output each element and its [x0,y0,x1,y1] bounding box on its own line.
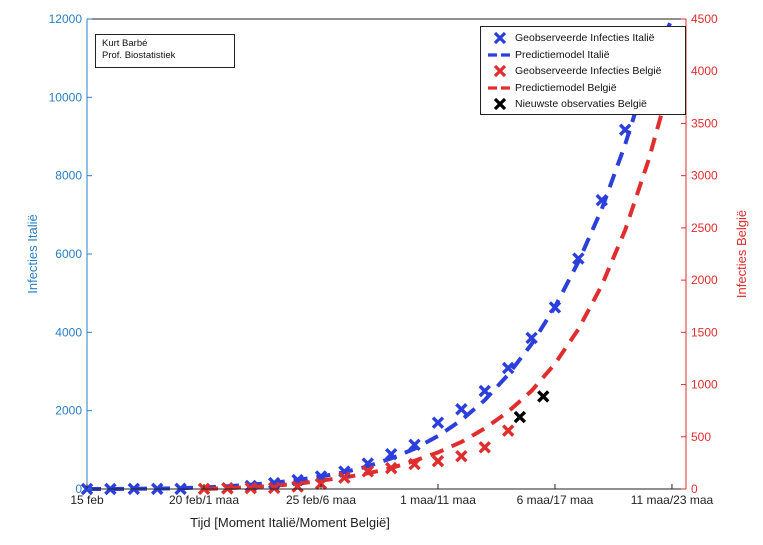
x-tick-label: 20 feb/1 maa [169,493,239,507]
data-point-s2-6 [338,471,351,484]
axes [86,18,687,490]
y-right-tick-label: 500 [691,430,711,444]
data-point-s0-17 [501,361,515,375]
x-tick-label: 11 maa/23 maa [631,493,714,507]
data-point-s0-12 [384,448,398,461]
y-left-tick-label: 6000 [55,247,82,261]
data-point-s2-10 [431,454,445,468]
y-left-tick-label: 8000 [55,169,82,183]
data-point-s2-7 [361,465,374,478]
data-point-s0-15 [455,403,468,416]
y-right-tick-label: 1000 [691,378,718,392]
tick-labels: 0 2000 4000 6000 8000 10000 12000 0 500 1000 1500 2… [49,12,718,507]
data-point-s2-13 [501,424,515,437]
data-point-s4-0 [513,410,527,424]
y-right-tick-label: 3000 [691,169,718,183]
x-tick-label: 6 maa/17 maa [517,493,594,507]
y-left-tick-label: 2000 [55,404,82,418]
y-left-tick-label: 0 [75,482,82,496]
x-tick-label: 15 feb [70,493,104,507]
data-point-s2-9 [408,457,421,471]
x-marker-icon [485,63,515,79]
x-tick-label: 25 feb/6 maa [286,493,356,507]
series-line-3 [203,75,674,491]
data-point-s0-22 [618,123,632,136]
author-annotation-box: Kurt Barbé Prof. Biostatistiek [95,34,235,68]
y-right-tick-label: 2500 [691,221,718,235]
data-point-s0-16 [478,384,491,398]
legend-item-italy-observed: Geobserveerde Infecties Italië [485,30,681,47]
data-point-s0-13 [408,438,421,452]
x-marker-icon [485,30,515,46]
y-axis-title-right: Infecties België [734,210,749,298]
author-title: Prof. Biostatistiek [102,50,176,61]
data-point-s2-11 [455,450,468,463]
y-right-tick-label: 3500 [691,116,718,130]
data-point-s2-4 [291,480,304,493]
data-point-s2-12 [478,441,491,454]
data-point-s0-19 [548,301,562,314]
legend-item-italy-model: Predictiemodel Italië [485,47,681,64]
dashed-line-icon [485,80,515,96]
data-point-s2-8 [384,461,398,475]
dashed-line-icon [485,47,515,63]
x-marker-icon [485,96,515,112]
data-point-s2-5 [314,477,328,490]
series-line-1 [87,18,674,491]
data-point-s2-3 [267,481,281,495]
legend-item-belgium-latest: Nieuwste observaties België [485,96,681,113]
y-axis-title-left: Infecties Italië [25,214,40,294]
y-right-tick-label: 4500 [691,12,718,26]
x-axis-title: Tijd [Moment Italië/Moment België] [190,515,390,530]
legend-item-belgium-model: Predictiemodel België [485,80,681,97]
y-left-tick-label: 10000 [49,90,83,104]
y-right-tick-label: 2000 [691,273,718,287]
data-point-s4-1 [537,390,550,403]
data-point-s0-14 [431,416,445,429]
data-point-s0-18 [525,331,538,345]
legend-item-belgium-observed: Geobserveerde Infecties België [485,63,681,80]
y-right-tick-label: 0 [691,482,698,496]
data-point-s2-2 [244,481,257,495]
legend: Geobserveerde Infecties Italië Predictie… [480,26,686,115]
data-point-s0-20 [572,252,585,265]
author-name: Kurt Barbé [102,38,148,49]
y-left-tick-label: 4000 [55,325,82,339]
data-point-s2-1 [221,482,234,495]
x-tick-label: 1 maa/11 maa [400,493,476,507]
series-layer [80,18,679,496]
y-right-tick-label: 1500 [691,325,718,339]
y-left-tick-label: 12000 [49,12,83,26]
y-right-tick-label: 4000 [691,64,718,78]
data-point-s0-21 [595,193,608,207]
